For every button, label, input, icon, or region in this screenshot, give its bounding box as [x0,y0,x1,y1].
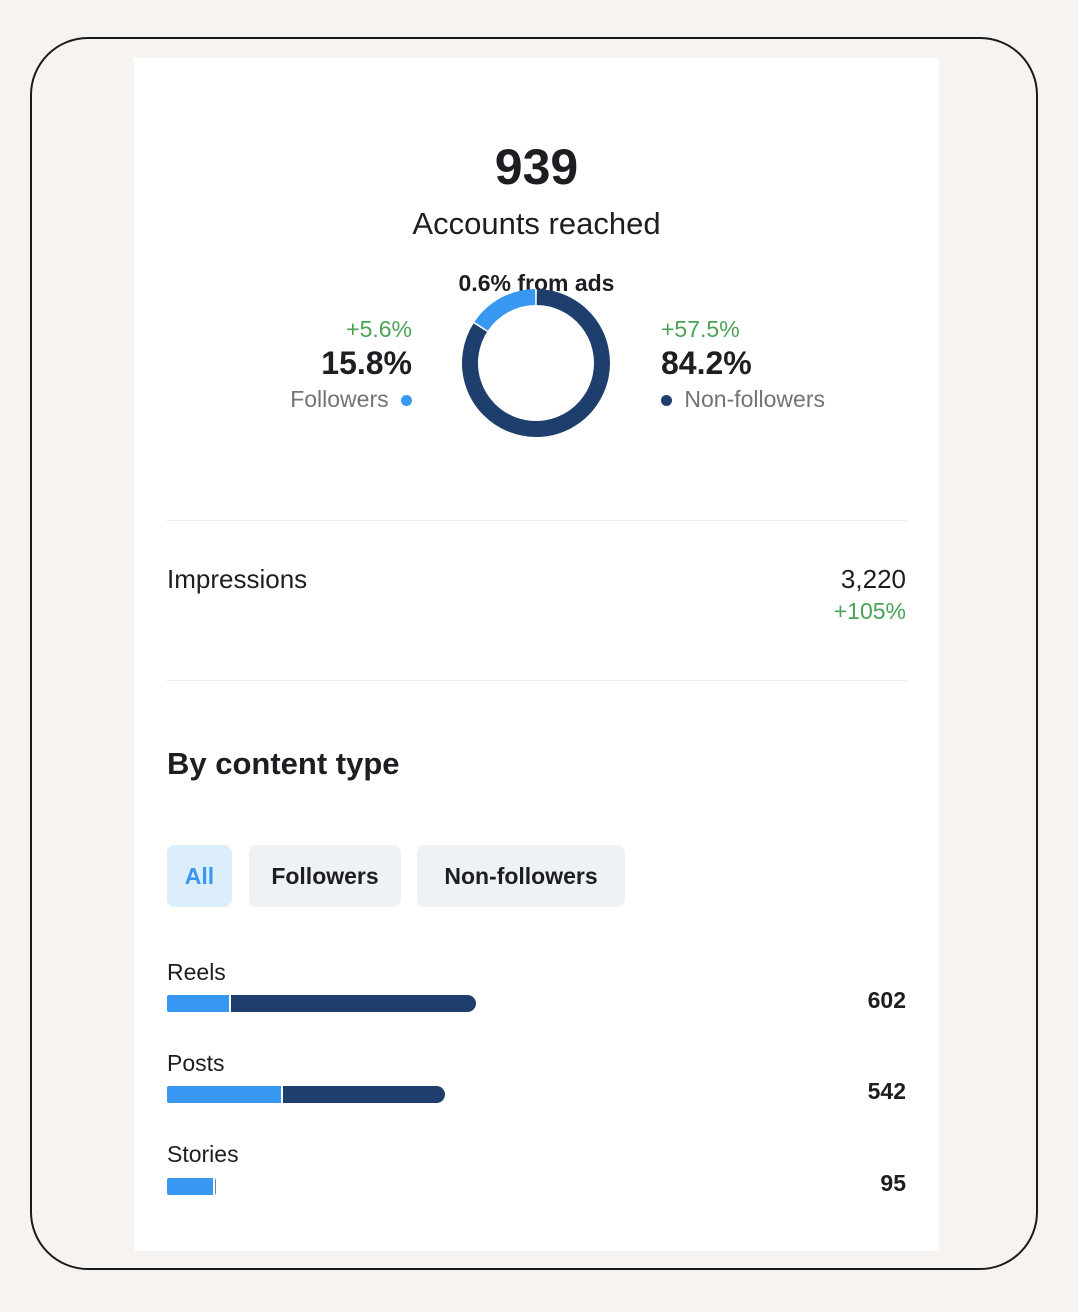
non-followers-stat: +57.5% 84.2% Non-followers [661,316,901,413]
followers-legend: Followers [194,386,412,413]
followers-dot-icon [401,395,412,407]
posts-followers-segment [167,1086,282,1103]
divider [166,520,908,521]
non-followers-donut-segment [462,289,610,437]
stories-followers-segment [167,1178,214,1195]
followers-donut-segment [474,289,536,331]
followers-percent: 15.8% [321,345,412,381]
posts-label: Posts [167,1050,225,1076]
insights-card: 939 Accounts reached 0.6% from ads +5.6%… [134,58,939,1251]
posts-non-followers-segment [281,1086,446,1103]
filter-chip-non-followers[interactable]: Non-followers [417,845,625,907]
reels-bar [167,995,476,1012]
stories-value: 95 [880,1170,906,1196]
content-type-title: By content type [167,746,400,781]
non-followers-legend: Non-followers [661,386,901,413]
reels-label: Reels [167,959,226,985]
impressions-change: +105% [833,598,906,624]
filter-chip-all[interactable]: All [167,845,232,907]
reels-non-followers-segment [228,995,476,1012]
non-followers-dot-icon [661,395,672,407]
stories-bar [167,1178,216,1195]
impressions-label: Impressions [167,564,308,594]
followers-change: +5.6% [346,316,412,342]
reels-followers-segment [167,995,229,1012]
stories-label: Stories [167,1141,239,1167]
impressions-value: 3,220 [840,564,906,594]
non-followers-percent: 84.2% [661,345,752,381]
posts-value: 542 [867,1078,906,1104]
audience-donut-chart [462,289,610,437]
accounts-reached-value: 939 [494,139,579,195]
from-ads-text: 0.6% from ads [458,270,615,296]
followers-stat: +5.6% 15.8% Followers [194,316,412,413]
divider [166,680,908,681]
followers-legend-label: Followers [290,386,389,412]
reels-value: 602 [867,987,906,1013]
filter-chip-followers[interactable]: Followers [249,845,401,907]
non-followers-change: +57.5% [661,316,740,342]
non-followers-legend-label: Non-followers [684,386,825,412]
posts-bar [167,1086,446,1103]
accounts-reached-label: Accounts reached [412,206,661,241]
stories-non-followers-segment [213,1178,216,1195]
